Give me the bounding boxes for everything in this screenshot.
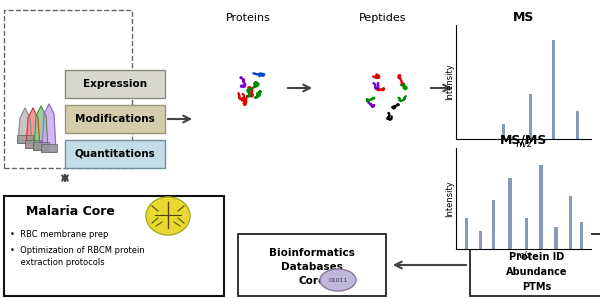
Y-axis label: Intensity: Intensity — [446, 63, 455, 100]
Bar — [554, 227, 557, 249]
Bar — [465, 218, 469, 249]
Text: Proteins: Proteins — [226, 13, 271, 23]
Polygon shape — [42, 104, 56, 152]
Text: Quantitations: Quantitations — [74, 149, 155, 159]
Text: Bioinformatics
Databases
Core: Bioinformatics Databases Core — [269, 248, 355, 286]
Bar — [569, 196, 572, 249]
Text: Protein ID
Abundance
PTMs: Protein ID Abundance PTMs — [506, 252, 568, 292]
Bar — [4, 196, 224, 296]
Bar — [508, 178, 512, 249]
Polygon shape — [26, 108, 40, 148]
Bar — [524, 218, 528, 249]
X-axis label: m/z: m/z — [515, 250, 532, 259]
Bar — [65, 105, 165, 133]
Bar — [551, 40, 555, 139]
Text: •  Optimization of RBCM protein
    extraction protocols: • Optimization of RBCM protein extractio… — [10, 246, 145, 267]
Bar — [502, 124, 505, 139]
Bar — [33, 142, 49, 150]
Bar — [238, 234, 386, 296]
Text: Modifications: Modifications — [75, 114, 155, 124]
Polygon shape — [18, 108, 32, 143]
Bar — [539, 165, 543, 249]
Text: Peptides: Peptides — [359, 13, 407, 23]
Bar — [17, 135, 33, 143]
Bar — [4, 10, 132, 168]
Polygon shape — [34, 106, 48, 150]
Text: Malaria Core: Malaria Core — [26, 205, 115, 218]
Bar — [25, 140, 41, 148]
Ellipse shape — [320, 269, 356, 291]
Bar — [576, 111, 579, 139]
Bar — [41, 144, 57, 152]
Bar — [65, 140, 165, 168]
Text: •  RBC membrane prep: • RBC membrane prep — [10, 230, 109, 239]
Bar — [492, 200, 496, 249]
Title: MS: MS — [513, 11, 534, 24]
Bar — [65, 70, 165, 98]
Y-axis label: Intensity: Intensity — [446, 180, 455, 217]
Ellipse shape — [146, 197, 190, 235]
Bar — [580, 222, 583, 249]
X-axis label: m/z: m/z — [515, 140, 532, 149]
Text: 01011: 01011 — [328, 277, 347, 283]
Bar — [529, 94, 532, 139]
Bar — [479, 231, 482, 249]
Bar — [470, 234, 600, 296]
Text: Expression: Expression — [83, 79, 147, 89]
Title: MS/MS: MS/MS — [500, 133, 547, 146]
